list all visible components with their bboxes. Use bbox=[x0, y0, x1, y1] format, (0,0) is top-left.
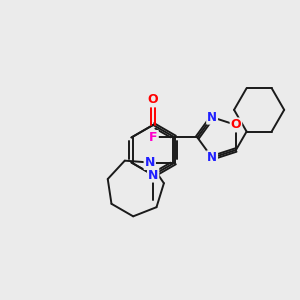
Text: N: N bbox=[207, 151, 217, 164]
Text: O: O bbox=[148, 93, 158, 106]
Text: N: N bbox=[145, 156, 155, 169]
Text: N: N bbox=[207, 111, 217, 124]
Text: F: F bbox=[149, 131, 158, 144]
Text: O: O bbox=[231, 118, 241, 131]
Text: N: N bbox=[148, 169, 158, 182]
